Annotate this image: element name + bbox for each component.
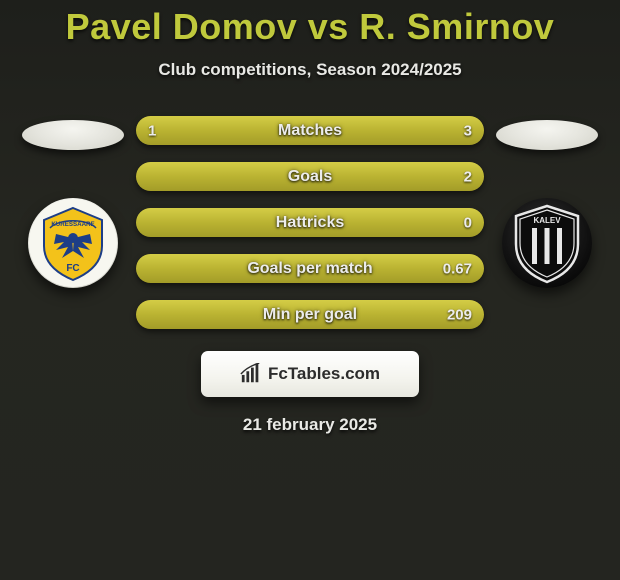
stat-label: Hattricks [276,214,344,232]
stat-label: Goals per match [247,260,372,278]
stat-bar-matches: 1 Matches 3 [136,116,484,145]
stat-bar-goals-per-match: Goals per match 0.67 [136,254,484,283]
stat-value-right: 0 [464,214,472,231]
stat-bar-hattricks: Hattricks 0 [136,208,484,237]
main-row: KURESSAARE FC 1 Matches 3 [0,120,620,329]
stats-column: 1 Matches 3 Goals 2 Hattricks 0 [136,116,484,329]
stat-bar-goals: Goals 2 [136,162,484,191]
page-title: Pavel Domov vs R. Smirnov [0,6,620,48]
right-player-placeholder [496,120,598,150]
stat-value-left: 1 [148,122,156,139]
stat-value-right: 3 [464,122,472,139]
stat-value-right: 0.67 [443,260,472,277]
kuressaare-crest-icon: KURESSAARE FC [28,198,118,288]
subtitle: Club competitions, Season 2024/2025 [0,60,620,80]
bar-chart-icon [240,363,262,385]
svg-text:KALEV: KALEV [533,216,561,225]
stat-fill-right [223,116,484,145]
stat-label: Min per goal [263,306,357,324]
left-player-column: KURESSAARE FC [18,120,128,288]
branding-text: FcTables.com [268,364,380,384]
right-team-crest: KALEV [502,198,592,288]
kalev-crest-icon: KALEV [502,198,592,288]
svg-text:KURESSAARE: KURESSAARE [51,221,94,228]
date-line: 21 february 2025 [0,415,620,435]
left-team-crest: KURESSAARE FC [28,198,118,288]
stat-bar-min-per-goal: Min per goal 209 [136,300,484,329]
svg-text:FC: FC [66,263,79,274]
left-player-placeholder [22,120,124,150]
stat-value-right: 209 [447,306,472,323]
right-player-column: KALEV [492,120,602,288]
branding-badge[interactable]: FcTables.com [201,351,419,397]
comparison-card: Pavel Domov vs R. Smirnov Club competiti… [0,0,620,435]
stat-label: Matches [278,122,342,140]
stat-value-right: 2 [464,168,472,185]
stat-label: Goals [288,168,332,186]
